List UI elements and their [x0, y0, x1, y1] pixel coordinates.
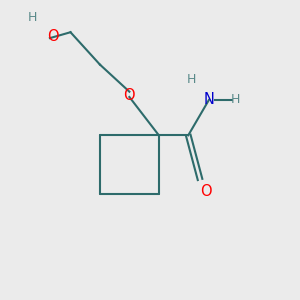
Text: O: O — [47, 29, 58, 44]
Text: H: H — [187, 73, 196, 86]
Text: N: N — [203, 92, 214, 107]
Text: O: O — [200, 184, 212, 199]
Text: O: O — [124, 88, 135, 103]
Text: H: H — [231, 93, 240, 106]
Text: H: H — [28, 11, 37, 24]
